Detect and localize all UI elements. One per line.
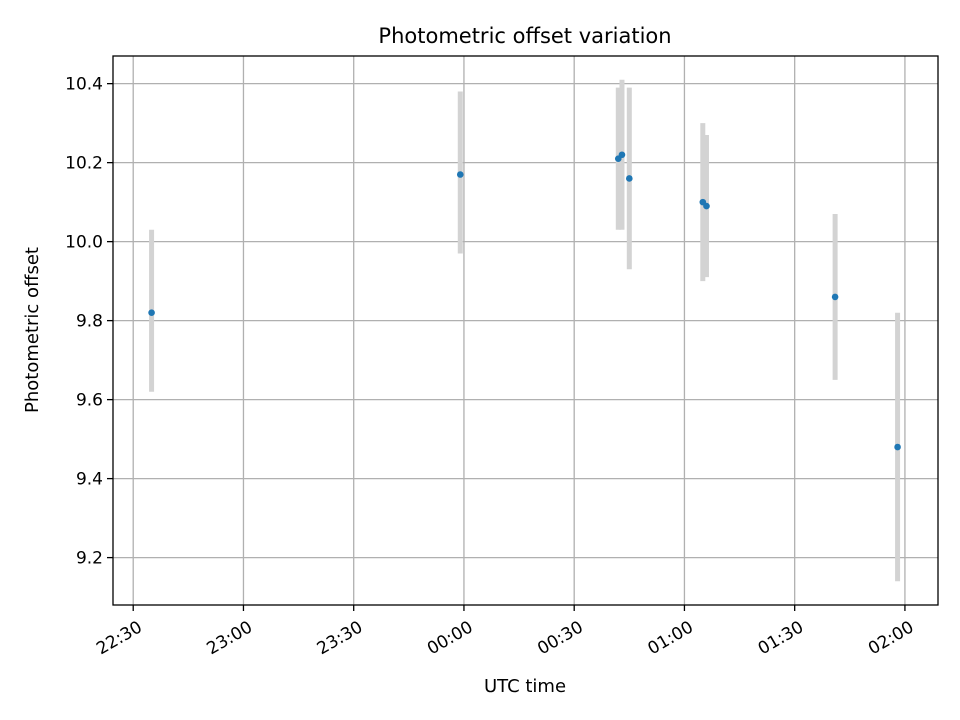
y-tick-label: 9.4 (76, 470, 103, 490)
data-point (148, 309, 155, 317)
y-tick-label: 10.0 (65, 233, 103, 253)
y-tick-label: 10.4 (65, 75, 103, 95)
y-tick-label: 9.2 (76, 549, 103, 569)
data-points (148, 151, 901, 451)
data-point (703, 202, 710, 210)
chart-title: Photometric offset variation (378, 24, 671, 48)
y-tick-label: 9.8 (76, 312, 103, 332)
y-tick-label: 9.6 (76, 391, 103, 411)
data-point (618, 151, 626, 159)
plot-frame (112, 55, 939, 606)
x-axis-title: UTC time (484, 676, 566, 697)
y-tick-label: 10.2 (65, 154, 103, 174)
y-axis-title: Photometric offset (22, 247, 43, 413)
data-point (894, 443, 901, 451)
data-point (831, 293, 839, 301)
grid (113, 56, 938, 605)
data-point (456, 171, 464, 178)
data-point (626, 175, 633, 182)
